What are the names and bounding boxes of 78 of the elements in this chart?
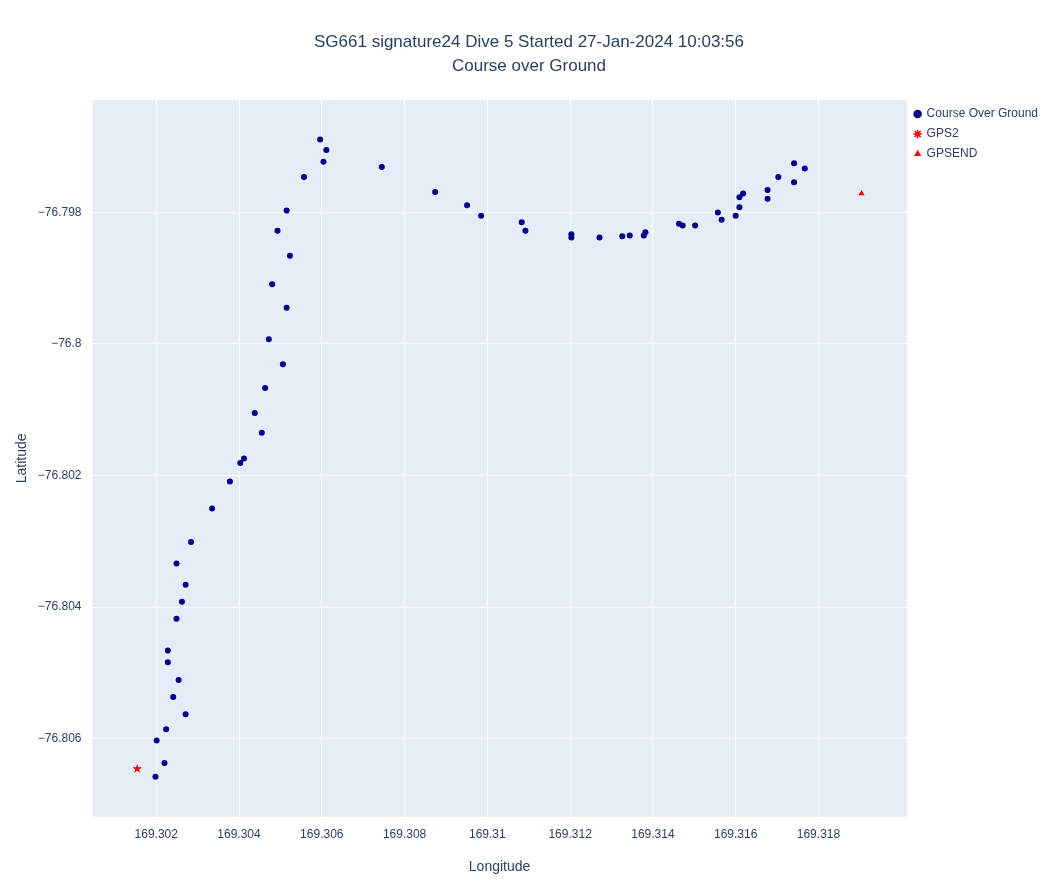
point [323, 146, 330, 153]
y-tick-label: −76.798 [37, 204, 82, 219]
y-tick-label: −76.804 [37, 599, 82, 614]
y-tick-label: −76.806 [37, 730, 82, 745]
point [858, 189, 865, 196]
point [164, 647, 171, 654]
point [279, 361, 286, 368]
point [718, 216, 725, 223]
point [714, 209, 721, 216]
point [736, 204, 743, 211]
point [791, 179, 798, 186]
point [188, 538, 195, 545]
point [740, 190, 747, 197]
point [775, 173, 782, 180]
point [269, 281, 276, 288]
x-tick-label: 169.306 [300, 827, 344, 842]
point [764, 187, 771, 194]
point [182, 581, 189, 588]
point [764, 195, 771, 202]
point [274, 227, 281, 234]
point [153, 737, 160, 744]
point [283, 207, 290, 214]
y-axis-title: Latitude [13, 433, 30, 484]
point [251, 410, 258, 417]
point [736, 194, 743, 201]
point [262, 385, 269, 392]
y-tick-label: −76.8 [51, 336, 82, 351]
point [164, 659, 171, 666]
chart-subtitle: Course over Ground [451, 55, 607, 77]
point [163, 726, 170, 733]
point [732, 212, 739, 219]
point [692, 222, 699, 229]
point [286, 252, 293, 259]
point [209, 505, 216, 512]
point [317, 136, 324, 143]
x-tick-label: 169.304 [217, 827, 262, 842]
point [301, 173, 308, 180]
point [265, 336, 272, 343]
point [173, 615, 180, 622]
x-tick-label: 169.308 [382, 827, 427, 842]
point [175, 677, 182, 684]
point [801, 165, 808, 172]
x-tick-label: 169.314 [631, 827, 675, 842]
point [791, 160, 798, 167]
x-tick-label: 169.316 [713, 827, 758, 842]
x-tick-label: 169.318 [796, 827, 841, 842]
point [173, 560, 180, 567]
point [675, 220, 682, 227]
point [522, 227, 529, 234]
x-axis-title: Longitude [468, 858, 531, 875]
point [320, 158, 327, 165]
point [240, 455, 247, 462]
point [478, 212, 485, 219]
legend-label: Course Over Ground [926, 106, 1039, 121]
y-tick-label: −76.802 [37, 467, 82, 482]
point [161, 759, 168, 766]
point [258, 429, 265, 436]
legend-label: GPSEND [926, 146, 978, 161]
point [619, 233, 626, 240]
point [464, 202, 471, 209]
point [182, 711, 189, 718]
point [378, 164, 385, 171]
point [226, 478, 233, 485]
point [152, 773, 159, 780]
chart-title: SG661 signature24 Dive 5 Started 27-Jan-2024 10:03:56 [313, 31, 745, 53]
point [170, 694, 177, 701]
point [283, 304, 290, 311]
x-tick-label: 169.31 [469, 827, 507, 842]
x-tick-label: 169.312 [548, 827, 593, 842]
point [626, 232, 633, 239]
point [596, 234, 603, 241]
point [432, 189, 439, 196]
legend-label: GPS2 [926, 126, 959, 141]
point [132, 763, 142, 773]
point [178, 598, 185, 605]
point [237, 460, 244, 466]
point [518, 219, 525, 226]
x-tick-label: 169.302 [134, 827, 179, 842]
